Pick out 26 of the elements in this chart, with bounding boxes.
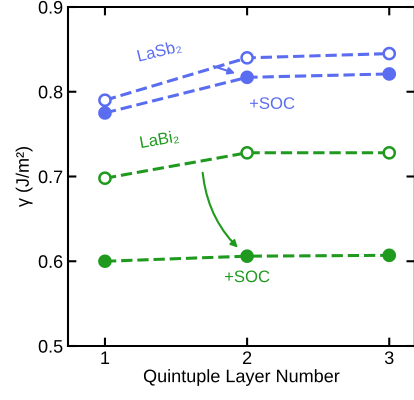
point	[98, 106, 112, 120]
point	[382, 46, 396, 60]
point	[98, 254, 112, 268]
point	[382, 248, 396, 262]
x-axis-title: Quintuple Layer Number	[144, 369, 340, 386]
y-tick-label: 0.5	[38, 340, 62, 353]
y-tick-label: 0.8	[38, 86, 62, 98]
series-label: +SOC	[224, 270, 270, 282]
point	[382, 146, 396, 160]
x-tick-label: 1	[101, 352, 110, 364]
series-label: +SOC	[250, 97, 294, 110]
point	[240, 146, 254, 160]
point	[240, 51, 254, 65]
point	[240, 70, 254, 84]
point	[240, 249, 254, 263]
text: LaSb₂	[136, 39, 182, 63]
y-tick-label: 0.7	[38, 170, 62, 184]
y-tick-label: 0.9	[38, 0, 62, 14]
point	[382, 67, 396, 81]
x-tick-label: 2	[242, 351, 252, 364]
point	[98, 171, 112, 185]
text: LaBi₂	[140, 130, 180, 150]
y-axis-title: γ (J/m²)	[16, 147, 32, 208]
point	[98, 93, 112, 108]
y-tick-label: 0.6	[38, 255, 62, 268]
x-tick-label: 3	[384, 351, 394, 364]
